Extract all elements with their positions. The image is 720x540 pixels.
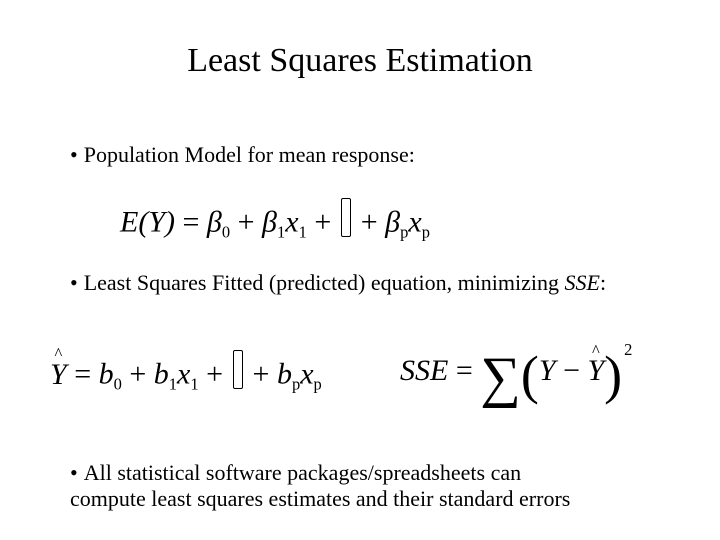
eq2-xs1: 1: [190, 374, 198, 393]
eq2-p3: +: [245, 358, 277, 391]
eq2-bp: b: [277, 358, 292, 391]
equation-sse: SSE = ∑(Y − Y)2: [400, 340, 632, 400]
bullet-dot: •: [70, 270, 78, 296]
eq2-sp: p: [292, 374, 300, 393]
bullet-1-text: Population Model for mean response:: [84, 142, 415, 167]
bullet-2-em: SSE: [565, 270, 600, 295]
eq1-xs1: 1: [299, 222, 307, 241]
sigma-icon: ∑: [480, 355, 521, 401]
eq2-xsp: p: [314, 374, 322, 393]
sse-eq: =: [448, 354, 480, 387]
eq1-s0: 0: [222, 222, 230, 241]
sse-lbl: SSE: [400, 354, 448, 387]
eq2-s1: 1: [169, 374, 177, 393]
eq1-xsp: p: [422, 222, 430, 241]
eq1-s1: 1: [277, 222, 285, 241]
eq2-p1: +: [122, 358, 154, 391]
sse-sq: 2: [624, 340, 632, 359]
bullet-dot: •: [70, 142, 78, 168]
bullet-2-pre: Least Squares Fitted (predicted) equatio…: [84, 270, 565, 295]
sse-y: Y: [539, 354, 556, 387]
equation-fitted: Y = b0 + b1x1 + + bpxp: [50, 350, 322, 394]
ellipsis-box-2: [233, 350, 244, 389]
eq2-b0: b: [99, 358, 114, 391]
eq2-xp: x: [300, 358, 313, 391]
eq2-s0: 0: [114, 374, 122, 393]
eq1-p1: +: [230, 206, 262, 239]
bullet-3-l1: All statistical software packages/spread…: [84, 460, 521, 485]
eq2-b1: b: [154, 358, 169, 391]
sse-yhat: Y: [587, 354, 604, 388]
eq1-xp: x: [408, 206, 421, 239]
eq1-x1: x: [285, 206, 298, 239]
slide-title: Least Squares Estimation: [0, 42, 720, 80]
equation-population: E(Y) = β0 + β1x1 + + βpxp: [120, 198, 430, 242]
eq1-p3: +: [353, 206, 385, 239]
bullet-2: •Least Squares Fitted (predicted) equati…: [70, 270, 606, 296]
bullet-3: •All statistical software packages/sprea…: [70, 460, 570, 512]
eq1-eq: =: [175, 206, 207, 239]
eq2-p2: +: [199, 358, 231, 391]
ellipsis-box-1: [341, 198, 352, 237]
eq2-yhat: Y: [50, 358, 67, 392]
eq1-b0: β: [207, 206, 222, 239]
eq1-p2: +: [307, 206, 339, 239]
bullet-2-post: :: [600, 270, 606, 295]
bullet-dot: •: [70, 460, 78, 486]
lparen: (: [521, 354, 539, 397]
slide: Least Squares Estimation •Population Mod…: [0, 0, 720, 540]
eq1-ey: E(Y): [120, 206, 175, 239]
bullet-3-l2: compute least squares estimates and thei…: [70, 486, 570, 511]
eq1-bp: β: [385, 206, 400, 239]
eq1-b1: β: [262, 206, 277, 239]
sse-minus: −: [556, 354, 588, 387]
rparen: ): [604, 354, 622, 397]
eq2-x1: x: [177, 358, 190, 391]
bullet-1: •Population Model for mean response:: [70, 142, 415, 168]
eq2-eq: =: [67, 358, 99, 391]
